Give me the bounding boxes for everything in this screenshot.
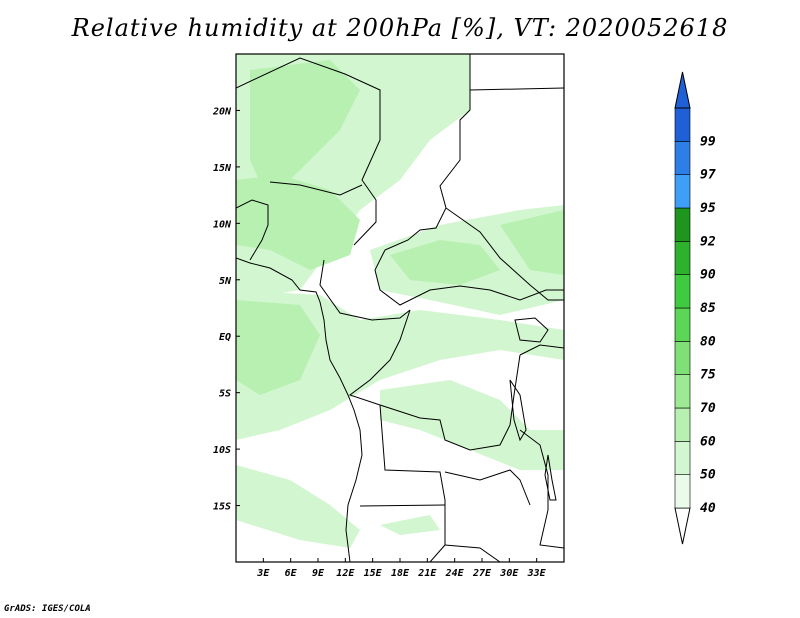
lon-tick-label: 3E	[256, 568, 270, 579]
colorbar-segment	[674, 274, 691, 309]
humidity-band-equatorial	[236, 290, 564, 440]
border-nigeria	[269, 181, 363, 196]
colorbar-segment	[674, 341, 691, 375]
lon-tick-label: 12E	[336, 568, 355, 579]
colorbar-segment	[674, 141, 691, 175]
colorbar-lower-arrow	[674, 507, 691, 545]
border-libya-egypt	[469, 87, 564, 91]
lat-tick-label: 20N	[212, 106, 232, 117]
colorbar-level-label: 99	[700, 134, 716, 149]
border-car	[374, 249, 564, 306]
colorbar-level-label: 92	[700, 234, 716, 249]
humidity-band-east	[500, 210, 564, 275]
lake-tanganyika	[509, 379, 527, 442]
lat-tick-label: 15S	[213, 502, 231, 513]
colorbar-level-label: 75	[700, 368, 716, 383]
lon-tick-label: 24E	[445, 568, 465, 579]
border-chad-sudan	[384, 54, 471, 251]
colorbar-segment	[674, 441, 691, 475]
country-borders	[236, 54, 564, 562]
lat-tick-label: 5S	[219, 389, 231, 400]
colorbar-level-label: 70	[700, 401, 716, 416]
coastline-west	[236, 257, 363, 562]
colorbar-segment	[674, 307, 691, 342]
lon-tick-label: 27E	[472, 568, 492, 579]
border-zambia	[444, 469, 531, 506]
humidity-band-southeast	[380, 515, 440, 535]
border-south-sudan	[445, 207, 564, 301]
lat-tick-label: 10N	[213, 219, 232, 230]
lat-tick-label: 5N	[219, 276, 232, 287]
latitude-axis: 20N 15N 10N 5N EQ 5S 10S 15S	[212, 106, 240, 513]
lon-tick-label: 6E	[285, 568, 298, 579]
colorbar-segment	[674, 207, 691, 242]
colorbar-segment	[674, 374, 691, 409]
humidity-shading	[236, 54, 564, 548]
colorbar-segment	[674, 174, 691, 209]
colorbar-level-label: 80	[700, 334, 716, 349]
credit-label: GrADS: IGES/COLA	[4, 604, 91, 614]
colorbar-level-label: 90	[700, 268, 716, 283]
border-south-botswana	[444, 544, 501, 562]
humidity-band-congo	[380, 380, 564, 470]
border-drc	[348, 309, 521, 451]
colorbar-level-label: 85	[700, 301, 716, 316]
lon-tick-label: 21E	[417, 568, 437, 579]
border-west-coast	[236, 199, 269, 261]
humidity-band-north-moist	[250, 60, 360, 200]
map-title: Relative humidity at 200hPa [%], VT: 202…	[71, 14, 729, 42]
longitude-axis: 3E 6E 9E 12E 15E 18E 21E 24E 27E 30E 33E	[256, 558, 547, 579]
humidity-band-west-africa	[236, 175, 360, 270]
border-cameroon-congo	[319, 259, 411, 321]
lon-tick-label: 18E	[391, 568, 410, 579]
lon-tick-label: 9E	[312, 568, 325, 579]
colorbar-segment	[674, 107, 691, 142]
lon-tick-label: 15E	[364, 568, 383, 579]
lat-tick-label: 10S	[213, 445, 231, 456]
colorbar-segment	[674, 407, 691, 442]
border-namibia	[359, 504, 446, 507]
humidity-band-gulf	[236, 300, 320, 395]
colorbar-level-label: 50	[700, 468, 716, 483]
lat-tick-label: 15N	[213, 163, 232, 174]
colorbar-level-label: 40	[700, 501, 716, 516]
border-angola-zambia	[379, 404, 446, 562]
lon-tick-label: 33E	[527, 568, 547, 579]
humidity-band-central-moist	[390, 240, 500, 285]
colorbar-segment	[674, 474, 691, 509]
colorbar-level-label: 97	[700, 168, 716, 183]
colorbar-level-label: 95	[700, 201, 716, 216]
colorbar-upper-arrow	[674, 71, 691, 109]
border-sahara	[236, 57, 381, 246]
lat-tick-label: EQ	[219, 332, 231, 343]
lake-malawi	[544, 454, 557, 501]
colorbar-segment	[674, 241, 691, 275]
border-east-africa	[519, 344, 564, 356]
colorbar: 40 50 60 70 75 80 85 90 92 95 97 99	[674, 71, 716, 545]
lon-tick-label: 30E	[499, 568, 519, 579]
lake-victoria	[514, 317, 549, 343]
humidity-band-south	[236, 465, 360, 548]
colorbar-level-label: 60	[700, 434, 716, 449]
